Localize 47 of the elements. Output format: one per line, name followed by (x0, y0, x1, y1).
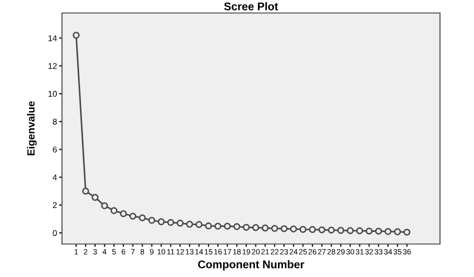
point (280, 225, 288, 232)
point (403, 228, 410, 236)
point (224, 222, 231, 230)
point (242, 224, 250, 231)
y-tick-label: 12 (48, 63, 57, 69)
point (262, 224, 269, 232)
point (318, 226, 326, 234)
point (384, 228, 392, 235)
point (72, 32, 80, 39)
point (101, 202, 108, 210)
y-tick-label: 2 (52, 202, 57, 208)
point (186, 220, 194, 228)
y-tick-label: 0 (52, 230, 57, 236)
point (328, 226, 335, 234)
point (290, 226, 297, 232)
point (214, 222, 222, 230)
point (138, 214, 146, 222)
y-tick-label: 8 (52, 118, 57, 125)
point (92, 194, 99, 201)
point (308, 226, 316, 233)
point (252, 224, 260, 232)
point (366, 228, 373, 235)
point (110, 207, 118, 214)
point (356, 227, 364, 234)
point (148, 216, 156, 224)
point (205, 222, 212, 230)
y-axis-title: Eigenvalue (27, 101, 37, 156)
chart-title: Scree Plot (224, 2, 278, 10)
point (129, 212, 136, 220)
point (196, 221, 202, 228)
point (233, 223, 240, 230)
point (394, 228, 401, 236)
point (300, 226, 306, 233)
point (271, 224, 278, 232)
point (82, 188, 90, 195)
y-tick-label: 4 (52, 174, 57, 180)
point (120, 210, 127, 218)
point (337, 226, 344, 234)
point (158, 218, 165, 226)
point (346, 227, 354, 234)
x-axis-title: Component Number (198, 260, 304, 271)
point (167, 218, 174, 226)
y-tick-label: 14 (48, 35, 57, 42)
point (176, 220, 184, 227)
y-tick-label: 10 (48, 90, 57, 97)
y-tick-label: 6 (52, 146, 57, 152)
point (375, 228, 382, 235)
